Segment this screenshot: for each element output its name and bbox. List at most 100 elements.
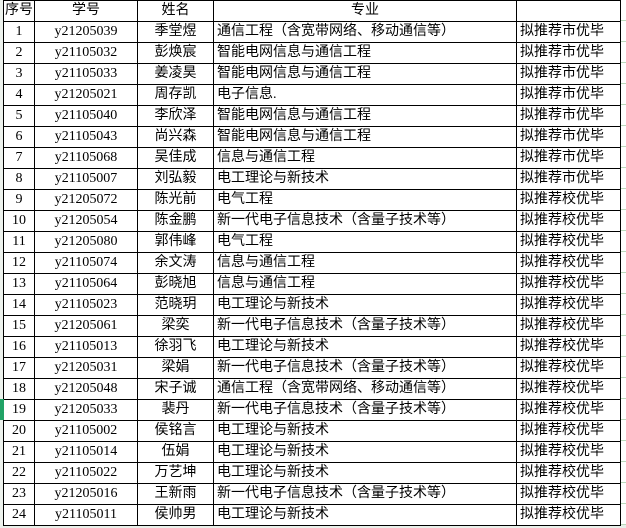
cell-seq[interactable]: 13 [3, 273, 35, 295]
cell-major[interactable]: 智能电网信息与通信工程 [213, 63, 517, 85]
cell-recommendation[interactable]: 拟推荐校优毕 [516, 504, 621, 526]
cell-student-id[interactable]: y21105043 [34, 126, 138, 148]
cell-student-id[interactable]: y21205072 [34, 189, 138, 211]
cell-seq[interactable]: 10 [3, 210, 35, 232]
cell-name[interactable]: 陈金鹏 [137, 210, 214, 232]
cell-major[interactable]: 电工理论与新技术 [213, 441, 517, 463]
cell-recommendation[interactable]: 拟推荐市优毕 [516, 147, 621, 169]
cell-seq[interactable]: 11 [3, 231, 35, 253]
cell-seq[interactable]: 1 [3, 21, 35, 43]
cell-major[interactable]: 通信工程（含宽带网络、移动通信等） [213, 21, 517, 43]
cell-recommendation[interactable]: 拟推荐校优毕 [516, 189, 621, 211]
cell-major[interactable]: 电工理论与新技术 [213, 336, 517, 358]
cell-major[interactable]: 电子信息. [213, 84, 517, 106]
cell-major[interactable]: 电工理论与新技术 [213, 294, 517, 316]
cell-student-id[interactable]: y21205016 [34, 483, 138, 505]
cell-major[interactable]: 新一代电子信息技术（含量子技术等） [213, 357, 517, 379]
cell-recommendation[interactable]: 拟推荐校优毕 [516, 210, 621, 232]
cell-student-id[interactable]: y21105011 [34, 504, 138, 526]
cell-seq[interactable]: 21 [3, 441, 35, 463]
cell-recommendation[interactable]: 拟推荐校优毕 [516, 252, 621, 274]
cell-seq[interactable]: 2 [3, 42, 35, 64]
cell-recommendation[interactable]: 拟推荐市优毕 [516, 84, 621, 106]
cell-major[interactable]: 新一代电子信息技术（含量子技术等） [213, 210, 517, 232]
cell-student-id[interactable]: y21205033 [34, 399, 138, 421]
cell-seq[interactable]: 24 [3, 504, 35, 526]
cell-student-id[interactable]: y21105064 [34, 273, 138, 295]
cell-major[interactable]: 新一代电子信息技术（含量子技术等） [213, 483, 517, 505]
cell-recommendation[interactable]: 拟推荐校优毕 [516, 231, 621, 253]
cell-recommendation[interactable]: 拟推荐市优毕 [516, 105, 621, 127]
cell-seq[interactable]: 15 [3, 315, 35, 337]
cell-recommendation[interactable]: 拟推荐市优毕 [516, 126, 621, 148]
cell-student-id[interactable]: y21105023 [34, 294, 138, 316]
cell-seq[interactable]: 5 [3, 105, 35, 127]
cell-seq[interactable]: 6 [3, 126, 35, 148]
cell-name[interactable]: 尚兴森 [137, 126, 214, 148]
cell-recommendation[interactable]: 拟推荐市优毕 [516, 63, 621, 85]
cell-seq[interactable]: 22 [3, 462, 35, 484]
cell-seq[interactable]: 9 [3, 189, 35, 211]
cell-name[interactable]: 万艺坤 [137, 462, 214, 484]
cell-name[interactable]: 季堂煜 [137, 21, 214, 43]
cell-recommendation[interactable]: 拟推荐校优毕 [516, 357, 621, 379]
cell-name[interactable]: 徐羽飞 [137, 336, 214, 358]
cell-seq[interactable]: 17 [3, 357, 35, 379]
cell-student-id[interactable]: y21205031 [34, 357, 138, 379]
column-header-name[interactable]: 姓名 [137, 0, 214, 22]
cell-seq[interactable]: 7 [3, 147, 35, 169]
cell-recommendation[interactable]: 拟推荐市优毕 [516, 42, 621, 64]
cell-student-id[interactable]: y21105032 [34, 42, 138, 64]
cell-seq[interactable]: 23 [3, 483, 35, 505]
cell-seq[interactable]: 3 [3, 63, 35, 85]
cell-name[interactable]: 王新雨 [137, 483, 214, 505]
cell-recommendation[interactable]: 拟推荐校优毕 [516, 336, 621, 358]
cell-name[interactable]: 宋子诚 [137, 378, 214, 400]
cell-name[interactable]: 李欣泽 [137, 105, 214, 127]
cell-recommendation[interactable]: 拟推荐校优毕 [516, 483, 621, 505]
cell-major[interactable]: 智能电网信息与通信工程 [213, 42, 517, 64]
cell-name[interactable]: 范晓玥 [137, 294, 214, 316]
cell-name[interactable]: 梁奕 [137, 315, 214, 337]
cell-student-id[interactable]: y21205021 [34, 84, 138, 106]
cell-seq[interactable]: 8 [3, 168, 35, 190]
cell-student-id[interactable]: y21105040 [34, 105, 138, 127]
cell-major[interactable]: 信息与通信工程 [213, 147, 517, 169]
cell-major[interactable]: 电工理论与新技术 [213, 462, 517, 484]
column-header-seq[interactable]: 序号 [3, 0, 35, 22]
cell-name[interactable]: 吴佳成 [137, 147, 214, 169]
cell-name[interactable]: 周存凯 [137, 84, 214, 106]
cell-major[interactable]: 电工理论与新技术 [213, 504, 517, 526]
cell-seq[interactable]: 4 [3, 84, 35, 106]
cell-name[interactable]: 梁娟 [137, 357, 214, 379]
cell-seq[interactable]: 18 [3, 378, 35, 400]
cell-major[interactable]: 新一代电子信息技术（含量子技术等） [213, 315, 517, 337]
cell-seq[interactable]: 20 [3, 420, 35, 442]
cell-name[interactable]: 侯帅男 [137, 504, 214, 526]
cell-seq[interactable]: 12 [3, 252, 35, 274]
cell-name[interactable]: 郭伟峰 [137, 231, 214, 253]
cell-recommendation[interactable]: 拟推荐校优毕 [516, 441, 621, 463]
cell-major[interactable]: 智能电网信息与通信工程 [213, 105, 517, 127]
cell-student-id[interactable]: y21205054 [34, 210, 138, 232]
cell-name[interactable]: 陈光前 [137, 189, 214, 211]
cell-student-id[interactable]: y21205048 [34, 378, 138, 400]
cell-student-id[interactable]: y21105074 [34, 252, 138, 274]
cell-student-id[interactable]: y21105022 [34, 462, 138, 484]
cell-recommendation[interactable]: 拟推荐校优毕 [516, 378, 621, 400]
cell-major[interactable]: 电气工程 [213, 231, 517, 253]
cell-recommendation[interactable]: 拟推荐校优毕 [516, 273, 621, 295]
cell-student-id[interactable]: y21205080 [34, 231, 138, 253]
cell-major[interactable]: 新一代电子信息技术（含量子技术等） [213, 399, 517, 421]
cell-recommendation[interactable]: 拟推荐校优毕 [516, 420, 621, 442]
column-header-recommendation[interactable] [516, 0, 621, 22]
cell-recommendation[interactable]: 拟推荐市优毕 [516, 168, 621, 190]
cell-name[interactable]: 裴丹 [137, 399, 214, 421]
cell-name[interactable]: 刘弘毅 [137, 168, 214, 190]
cell-major[interactable]: 电气工程 [213, 189, 517, 211]
cell-student-id[interactable]: y21105002 [34, 420, 138, 442]
cell-recommendation[interactable]: 拟推荐校优毕 [516, 462, 621, 484]
cell-major[interactable]: 信息与通信工程 [213, 273, 517, 295]
cell-seq[interactable]: 14 [3, 294, 35, 316]
column-header-student-id[interactable]: 学号 [34, 0, 138, 22]
